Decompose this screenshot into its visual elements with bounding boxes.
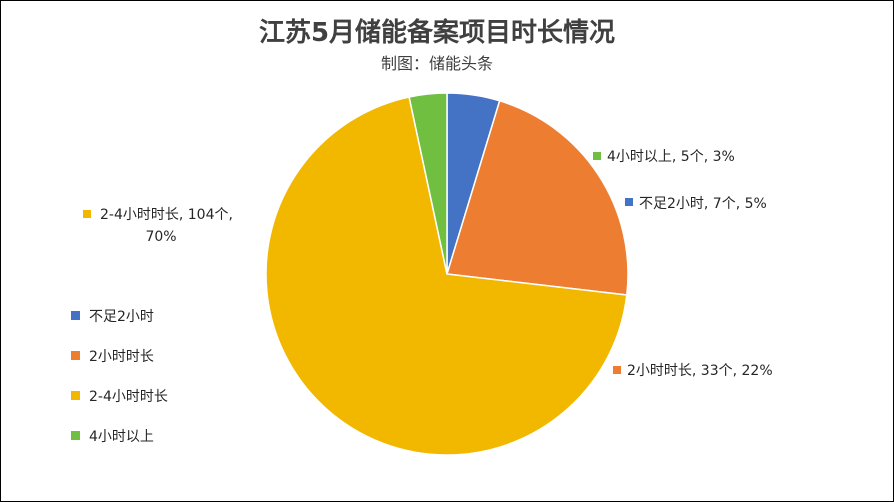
slice-2-4h — [265, 96, 628, 456]
data-label-marker-4h-plus — [593, 152, 601, 160]
slice-4h-plus — [408, 92, 448, 275]
data-label-under-2h: 不足2小时, 7个, 5% — [639, 196, 767, 212]
data-label-marker-2-4h — [83, 210, 91, 218]
legend-swatch-4h-plus — [71, 431, 80, 440]
legend-swatch-2h — [71, 351, 80, 360]
data-label-marker-2h — [613, 366, 621, 374]
legend: 不足2小时 2小时时长 2-4小时时长 4小时以上 — [71, 309, 168, 445]
legend-swatch-under-2h — [71, 311, 80, 320]
data-labels: 4小时以上, 5个, 3% 不足2小时, 7个, 5% 2-4小时时长, 104… — [83, 149, 773, 379]
chart-title: 江苏5月储能备案项目时长情况 — [259, 17, 615, 48]
data-label-2-4h-line2: 70% — [145, 229, 176, 245]
chart-subtitle: 制图：储能头条 — [381, 54, 493, 73]
legend-swatch-2-4h — [71, 391, 80, 400]
data-label-marker-under-2h — [625, 198, 633, 206]
data-label-2-4h-line1: 2-4小时时长, 104个, — [100, 207, 233, 223]
data-label-2h: 2小时时长, 33个, 22% — [627, 363, 773, 379]
legend-label-4h-plus: 4小时以上 — [89, 429, 154, 445]
legend-label-2h: 2小时时长 — [89, 349, 154, 365]
data-label-4h-plus: 4小时以上, 5个, 3% — [607, 149, 735, 165]
legend-label-2-4h: 2-4小时时长 — [89, 389, 168, 405]
pie-slices — [265, 92, 629, 456]
legend-label-under-2h: 不足2小时 — [89, 309, 154, 325]
slice-2h — [446, 99, 629, 296]
